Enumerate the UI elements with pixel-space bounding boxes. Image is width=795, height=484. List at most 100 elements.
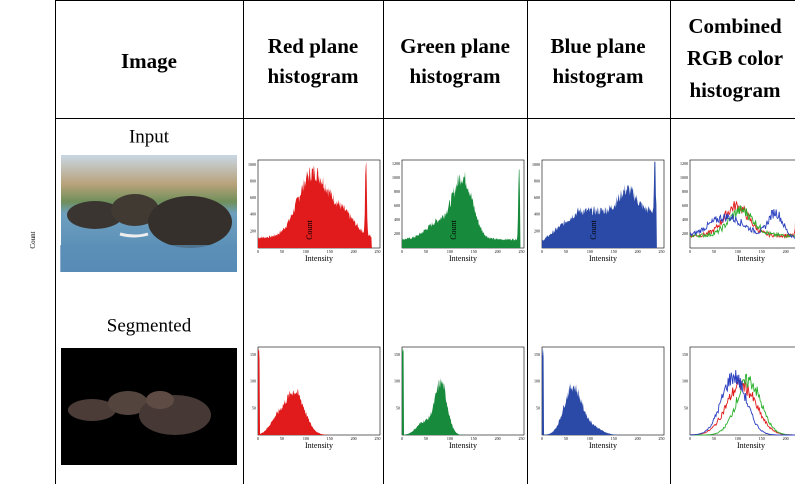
- column-header: histogram: [410, 64, 502, 88]
- x-tick-label: 0: [689, 436, 691, 441]
- histogram: 05010015020025050100150Intensity: [682, 347, 795, 450]
- input-photo: [60, 155, 237, 272]
- x-axis-label: Intensity: [449, 441, 477, 450]
- y-tick-label: 150: [394, 352, 400, 357]
- x-tick-label: 250: [375, 436, 381, 441]
- y-tick-label: 800: [682, 189, 688, 194]
- x-tick-label: 200: [495, 436, 501, 441]
- y-tick-label: 50: [252, 405, 256, 410]
- y-tick-label: 600: [250, 195, 256, 200]
- x-tick-label: 250: [659, 436, 665, 441]
- column-header: Red plane: [268, 34, 358, 58]
- x-tick-label: 50: [424, 436, 428, 441]
- y-axis-label: Count: [449, 219, 458, 239]
- y-tick-label: 400: [250, 212, 256, 217]
- y-tick-label: 100: [250, 379, 256, 384]
- histogram: 05010015020025020040060080010001200Inten…: [680, 160, 795, 263]
- y-tick-label: 600: [534, 195, 540, 200]
- column-header: Blue plane: [550, 34, 645, 58]
- x-tick-label: 50: [280, 436, 284, 441]
- x-tick-label: 200: [351, 249, 357, 254]
- y-tick-label: 150: [534, 352, 540, 357]
- x-axis-label: Intensity: [449, 254, 477, 263]
- y-axis-label: Count: [305, 219, 314, 239]
- y-tick-label: 100: [682, 379, 688, 384]
- x-tick-label: 50: [564, 436, 568, 441]
- y-tick-label: 150: [682, 352, 688, 357]
- row-label: Input: [129, 126, 170, 147]
- y-tick-label: 1000: [248, 162, 256, 167]
- x-tick-label: 200: [495, 249, 501, 254]
- page: {"side_label": "Count", "header": {"colu…: [0, 0, 795, 484]
- y-tick-label: 600: [682, 203, 688, 208]
- y-tick-label: 800: [534, 179, 540, 184]
- y-tick-label: 600: [394, 203, 400, 208]
- x-tick-label: 0: [257, 249, 259, 254]
- x-tick-label: 200: [635, 436, 641, 441]
- y-axis-label: Count: [589, 219, 598, 239]
- y-tick-label: 200: [394, 231, 400, 236]
- x-axis-label: Intensity: [737, 441, 765, 450]
- side-label: Count: [29, 231, 37, 248]
- y-tick-label: 150: [250, 352, 256, 357]
- x-tick-label: 50: [424, 249, 428, 254]
- x-tick-label: 250: [519, 249, 525, 254]
- x-tick-label: 0: [541, 249, 543, 254]
- y-tick-label: 50: [536, 405, 540, 410]
- x-tick-label: 50: [712, 249, 716, 254]
- x-tick-label: 50: [564, 249, 568, 254]
- column-header: histogram: [690, 78, 782, 102]
- x-tick-label: 200: [783, 249, 789, 254]
- y-tick-label: 1000: [532, 162, 540, 167]
- y-tick-label: 800: [250, 179, 256, 184]
- column-header: histogram: [553, 64, 645, 88]
- plot-area: [402, 347, 524, 435]
- segmented-photo: [61, 348, 237, 465]
- x-tick-label: 200: [783, 436, 789, 441]
- figure: Count Image Red plane histogram Green plane h…: [0, 0, 795, 484]
- column-header: Green plane: [400, 34, 510, 58]
- x-tick-label: 50: [712, 436, 716, 441]
- x-tick-label: 200: [635, 249, 641, 254]
- y-tick-label: 50: [684, 405, 688, 410]
- x-tick-label: 250: [519, 436, 525, 441]
- column-header: RGB color: [687, 46, 783, 70]
- x-axis-label: Intensity: [305, 254, 333, 263]
- x-axis-label: Intensity: [589, 441, 617, 450]
- y-tick-label: 400: [394, 217, 400, 222]
- y-tick-label: 50: [396, 405, 400, 410]
- y-tick-label: 100: [534, 379, 540, 384]
- y-tick-label: 1000: [392, 175, 400, 180]
- y-tick-label: 1000: [680, 175, 688, 180]
- x-tick-label: 0: [689, 249, 691, 254]
- x-axis-label: Intensity: [305, 441, 333, 450]
- x-tick-label: 50: [280, 249, 284, 254]
- x-axis-label: Intensity: [737, 254, 765, 263]
- row-label: Segmented: [107, 315, 192, 336]
- column-header: Image: [121, 49, 177, 73]
- x-tick-label: 0: [401, 249, 403, 254]
- y-tick-label: 400: [682, 217, 688, 222]
- y-tick-label: 400: [534, 212, 540, 217]
- x-axis-label: Intensity: [589, 254, 617, 263]
- y-tick-label: 100: [394, 379, 400, 384]
- column-header: histogram: [268, 64, 360, 88]
- x-tick-label: 0: [541, 436, 543, 441]
- y-tick-label: 200: [250, 228, 256, 233]
- x-tick-label: 200: [351, 436, 357, 441]
- column-header: Combined: [688, 14, 782, 38]
- y-tick-label: 200: [682, 231, 688, 236]
- y-tick-label: 1200: [680, 161, 688, 166]
- y-tick-label: 1200: [392, 161, 400, 166]
- y-tick-label: 200: [534, 228, 540, 233]
- x-tick-label: 250: [375, 249, 381, 254]
- y-tick-label: 800: [394, 189, 400, 194]
- x-tick-label: 0: [401, 436, 403, 441]
- x-tick-label: 250: [659, 249, 665, 254]
